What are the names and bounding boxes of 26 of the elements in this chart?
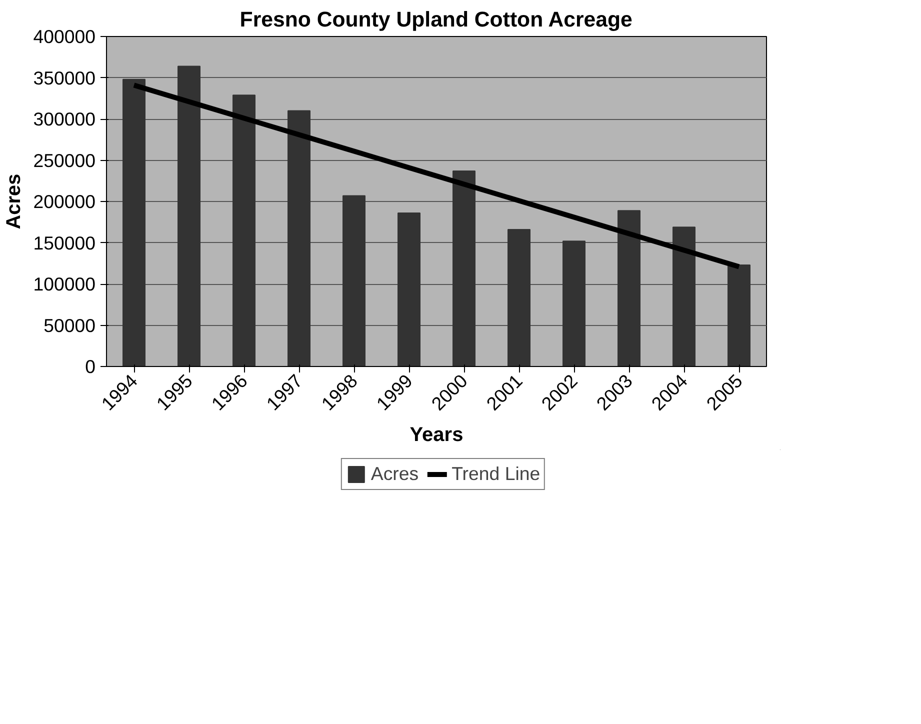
y-tick-label: 250000 <box>33 150 96 171</box>
y-axis-title: Acres <box>3 174 26 230</box>
y-tick-label: 50000 <box>44 314 96 336</box>
y-tick-label: 0 <box>85 356 96 377</box>
bar <box>232 94 256 366</box>
x-axis-title: Years <box>410 424 464 446</box>
y-tick-label: 400000 <box>33 26 96 47</box>
bar <box>562 240 586 366</box>
bar <box>452 170 476 366</box>
y-tick-label: 100000 <box>33 274 96 294</box>
y-tick-label: 200000 <box>33 191 96 212</box>
bar <box>178 66 200 366</box>
legend-label: Acres <box>370 463 419 485</box>
chart-title: Fresno County Upland Cotton Acreage <box>240 8 633 32</box>
bar <box>122 78 146 366</box>
bar <box>342 195 366 366</box>
bar <box>728 264 750 366</box>
bar <box>288 110 310 366</box>
y-tick-label: 150000 <box>33 232 96 254</box>
bar <box>618 210 640 366</box>
bar <box>508 229 530 366</box>
bar <box>398 212 420 366</box>
y-tick-label: 350000 <box>33 67 96 88</box>
bar <box>672 226 696 366</box>
y-tick-label: 300000 <box>33 108 96 130</box>
legend-label: Trend Line <box>452 463 540 485</box>
